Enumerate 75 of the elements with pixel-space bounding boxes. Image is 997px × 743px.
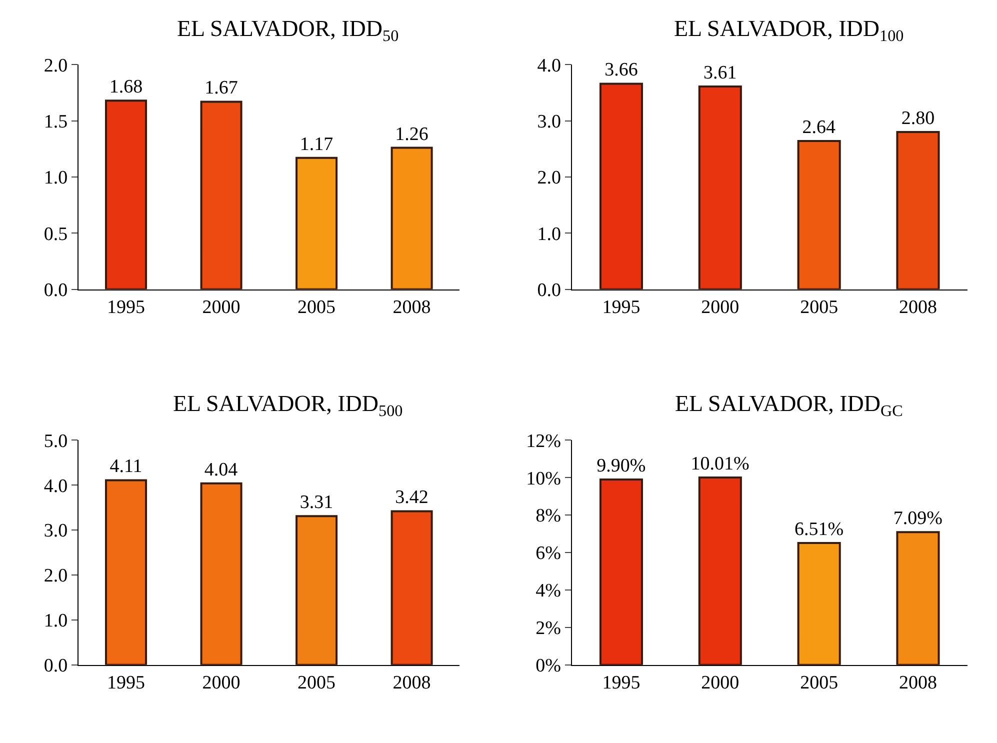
data-label: 9.90% [596,456,646,477]
data-label: 1.26 [395,124,428,145]
y-tick-label: 1.5 [44,111,68,132]
y-tick-label: 1.0 [537,224,561,245]
y-tick-label: 0.0 [44,655,68,676]
y-tick-label: 2.0 [44,55,68,76]
bar [896,531,940,665]
x-tick-label: 2008 [898,672,937,694]
y-tick-label: 3.0 [537,111,561,132]
chart-title: EL SALVADOR, IDD$_{100}$ [674,16,904,45]
bar [390,146,433,290]
data-label: 10.01% [690,453,750,474]
data-label: 3.31 [300,492,334,514]
data-label: 2.64 [802,117,836,138]
x-tick-label: 1995 [602,672,640,694]
data-label: 1.67 [204,78,238,99]
data-label: 3.66 [604,60,638,81]
data-label: 4.04 [204,459,238,480]
x-tick-label: 1995 [107,672,146,694]
chart-title: EL SALVADOR, IDD$_{50}$ [177,16,399,45]
bar [599,82,644,290]
y-tick-label: 4.0 [44,476,68,497]
bar [896,131,940,290]
x-tick-label: 2000 [701,297,740,318]
y-tick-label: 4.0 [537,55,561,76]
bar [390,510,433,665]
bar [200,100,242,290]
y-tick-label: 12% [526,430,562,452]
bar [797,542,841,665]
y-tick-label: 5.0 [44,430,68,452]
chart-title: EL SALVADOR, IDD$_{GC}$ [675,391,903,420]
data-label: 6.51% [794,518,844,540]
bar [105,479,148,665]
data-label: 7.09% [893,508,943,530]
y-tick-label: 0.0 [44,280,68,301]
data-label: 3.42 [395,487,428,508]
y-tick-label: 2% [536,618,562,640]
x-tick-label: 2005 [298,297,336,318]
y-tick-label: 0.0 [537,280,561,301]
bar [797,140,841,290]
chart-title: EL SALVADOR, IDD$_{500}$ [173,391,403,420]
x-tick-label: 2008 [898,297,937,318]
bar [296,156,338,290]
y-tick-label: 2.0 [44,566,68,587]
x-tick-label: 2005 [800,672,838,694]
y-tick-label: 0.5 [44,224,68,245]
y-tick-label: 8% [536,506,562,527]
bar [296,515,338,665]
x-tick-label: 2000 [701,672,740,694]
data-label: 4.11 [110,456,142,478]
x-tick-label: 1995 [602,297,640,318]
data-label: 1.68 [109,76,143,98]
data-label: 2.80 [901,108,935,130]
y-tick-label: 3.0 [44,520,68,542]
x-tick-label: 2008 [392,297,431,318]
bar [599,478,644,665]
y-tick-label: 0% [536,655,562,676]
x-tick-label: 2005 [298,672,336,694]
y-tick-label: 1.0 [44,610,68,632]
data-label: 1.17 [300,134,334,155]
bar [698,86,742,290]
y-tick-label: 1.0 [44,168,68,189]
y-tick-label: 10% [526,468,562,490]
y-tick-label: 4% [536,580,562,602]
x-tick-label: 2005 [800,297,838,318]
data-label: 3.61 [704,62,737,84]
bar [698,476,742,665]
x-tick-label: 2000 [202,297,240,318]
y-tick-label: 2.0 [537,168,561,189]
y-tick-label: 6% [536,543,562,564]
bar [200,482,242,665]
x-tick-label: 2000 [202,672,240,694]
bar [105,100,148,290]
x-tick-label: 1995 [107,297,146,318]
x-tick-label: 2008 [392,672,431,694]
